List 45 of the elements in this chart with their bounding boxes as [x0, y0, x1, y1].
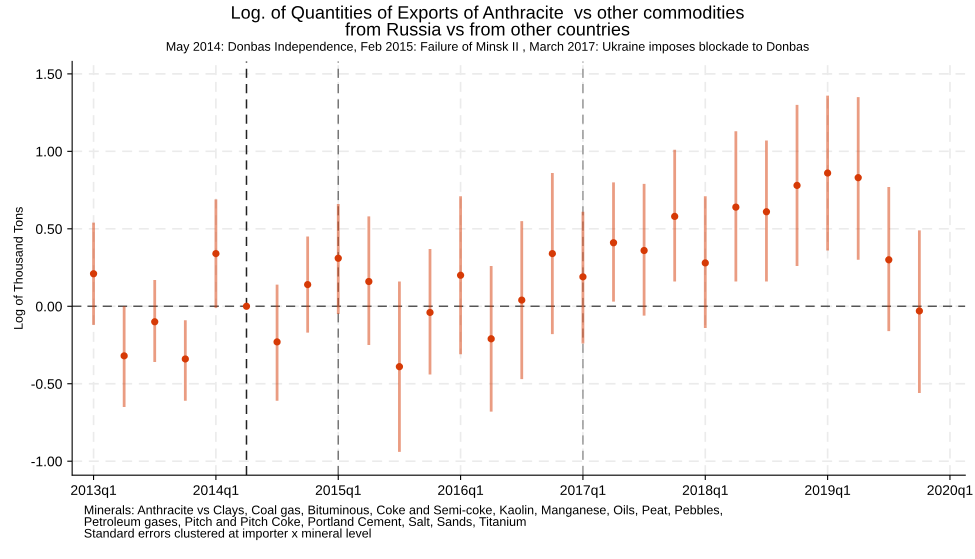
x-tick-label: 2017q1	[560, 485, 606, 498]
x-tick-label: 2019q1	[805, 485, 850, 498]
y-tick-label: -0.50	[31, 379, 62, 389]
y-tick-label: -1.00	[31, 456, 62, 466]
x-tick-label: 2014q1	[193, 485, 238, 498]
point	[762, 208, 770, 216]
x-tick-label: 2016q1	[438, 485, 484, 498]
point	[518, 296, 526, 304]
point	[732, 203, 740, 211]
y-tick-label: 0.50	[36, 224, 62, 234]
point	[640, 246, 648, 254]
point	[90, 270, 98, 278]
chart-title: Log. of Quantities of Exports of Anthracite vs other commodities from Russia vs from other countries	[232, 6, 744, 36]
point	[120, 352, 128, 360]
point	[579, 273, 587, 280]
point	[182, 355, 189, 363]
point	[854, 174, 862, 182]
y-tick-label: 0.00	[36, 302, 62, 312]
chart-subtitle: May 2014: Donbas Independence, Feb 2015: Failure of Minsk II , March 2017: Ukraine imposes blockade to Donbas	[166, 42, 809, 54]
point	[304, 280, 312, 288]
point	[334, 254, 342, 262]
point	[488, 335, 495, 342]
point	[212, 250, 220, 258]
point	[151, 318, 158, 326]
point	[916, 307, 924, 315]
point	[242, 302, 250, 310]
point	[548, 250, 556, 258]
x-tick-label: 2015q1	[316, 485, 361, 498]
point	[793, 182, 801, 190]
point	[365, 278, 372, 286]
x-tick-label: 2018q1	[682, 485, 728, 498]
point	[610, 239, 618, 246]
point	[885, 256, 892, 264]
point	[426, 308, 434, 316]
point	[396, 363, 404, 370]
x-tick-label: 2013q1	[71, 485, 116, 498]
point	[824, 169, 832, 177]
text: Minerals: Anthracite vs Clays, Coal gas, Bituminous, Coke and Semi-coke, Kaolin, Manganese, Oils, Peat, Pebbles, Petroleum gases, Pitch and Pitch Coke, Portland Cement, Salt, Sands, Titanium Standard errors clustered at importer x mineral level	[84, 505, 722, 540]
y-tick-label: 1.00	[36, 146, 62, 157]
point	[456, 272, 464, 279]
y-axis-title: Log of Thousand Tons	[14, 207, 26, 329]
point	[273, 338, 281, 346]
point	[671, 212, 678, 220]
y-tick-label: 1.50	[36, 69, 62, 80]
x-tick-label: 2020q1	[927, 485, 972, 498]
